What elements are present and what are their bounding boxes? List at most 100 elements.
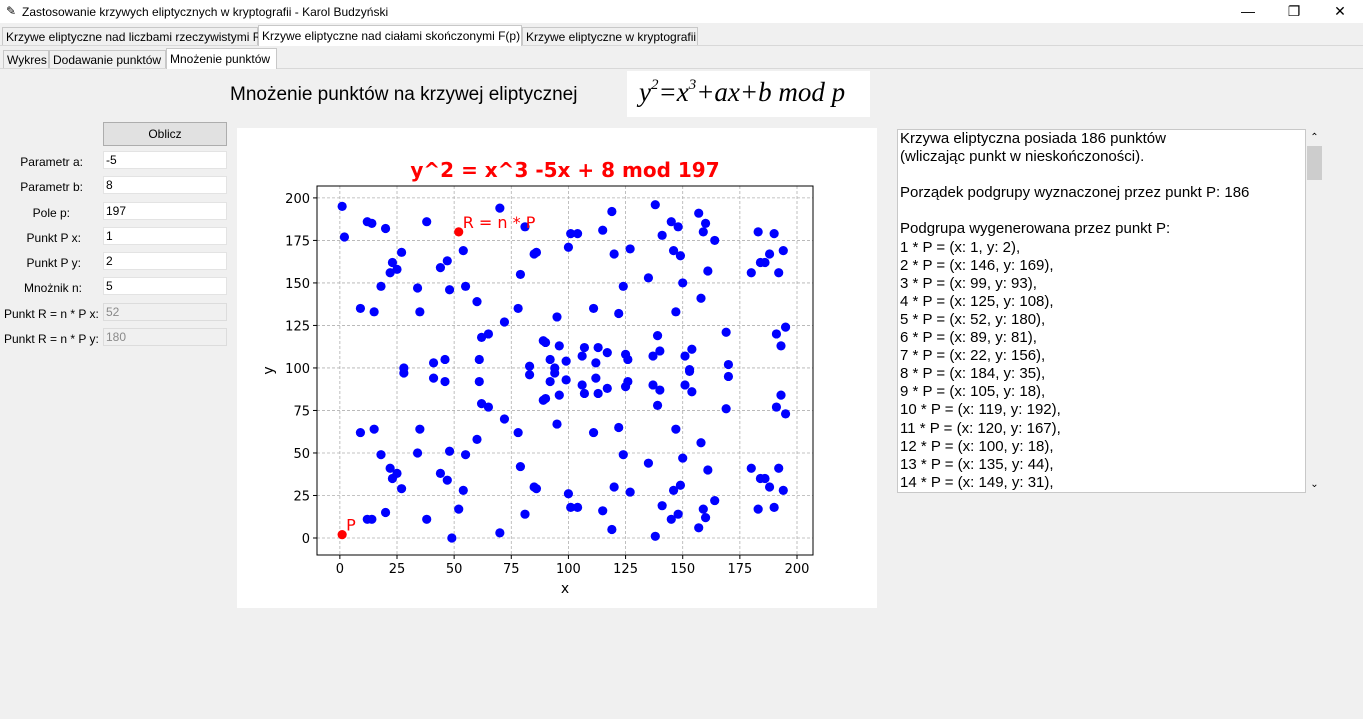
curve-point (723, 371, 734, 382)
scroll-down-icon[interactable]: ⌄ (1310, 479, 1319, 490)
x-axis-label: x (561, 581, 569, 597)
curve-point (428, 373, 439, 383)
curve-point (602, 348, 612, 358)
curve-point (776, 341, 786, 351)
highlight-point (454, 227, 464, 237)
point-p-y-input[interactable]: 2 (103, 252, 227, 270)
curve-point (444, 285, 455, 295)
highlight-label: R = n * P (463, 213, 536, 232)
curve-point (774, 268, 784, 278)
output-line: 2 * P = (x: 146, y: 169), (900, 256, 1054, 274)
curve-point (554, 341, 564, 351)
curve-point (771, 329, 782, 339)
x-tick-label: 125 (613, 562, 638, 577)
curve-point (591, 373, 601, 383)
curve-point (694, 208, 704, 218)
curve-point (684, 365, 695, 375)
curve-point (447, 533, 457, 543)
curve-point (678, 278, 688, 288)
curve-point (355, 427, 366, 438)
curve-point (648, 351, 658, 361)
curve-point (678, 453, 688, 463)
curve-point (687, 387, 697, 397)
curve-point (673, 509, 683, 519)
curve-point (668, 485, 679, 495)
subtab-point-multiplication[interactable]: Mnożenie punktów (166, 48, 277, 69)
curve-point (696, 293, 706, 303)
scroll-thumb[interactable] (1307, 146, 1322, 180)
curve-point (760, 257, 770, 268)
curve-point (524, 370, 535, 380)
x-tick-label: 100 (556, 562, 581, 577)
param-a-input[interactable]: -5 (103, 151, 227, 169)
curve-point (435, 468, 446, 478)
output-line (898, 166, 1305, 184)
curve-point (458, 246, 468, 256)
point-p-x-input[interactable]: 1 (103, 227, 227, 245)
curve-point (563, 242, 574, 252)
curve-point (774, 463, 784, 473)
curve-point (566, 502, 576, 512)
tab-cryptography[interactable]: Krzywe eliptyczne w kryptografii (522, 27, 698, 45)
multiplier-n-input[interactable]: 5 (103, 277, 227, 295)
maximize-button[interactable]: ❐ (1287, 3, 1301, 19)
output-scrollbar[interactable]: ⌃ ⌄ (1306, 129, 1323, 493)
x-tick-label: 75 (503, 562, 520, 577)
curve-point (778, 485, 788, 495)
curve-point (614, 422, 624, 433)
curve-point (710, 495, 720, 506)
curve-point (440, 354, 450, 365)
tab-real-numbers[interactable]: Krzywe eliptyczne nad liczbami rzeczywis… (2, 27, 261, 45)
page-heading: Mnożenie punktów na krzywej eliptycznej (230, 84, 578, 105)
minimize-button[interactable]: — (1241, 3, 1255, 19)
curve-point (607, 206, 617, 217)
subtab-point-addition[interactable]: Dodawanie punktów (49, 50, 166, 68)
curve-point (652, 331, 663, 341)
curve-point (540, 393, 551, 404)
subtab-chart[interactable]: Wykres (3, 50, 49, 68)
close-button[interactable]: ✕ (1334, 3, 1346, 19)
curve-point (387, 257, 398, 268)
subtab-divider (0, 68, 1363, 69)
param-b-input[interactable]: 8 (103, 176, 227, 194)
curve-formula: y2=x3+ax+b mod p (627, 71, 870, 117)
curve-point (602, 383, 612, 393)
curve-point (369, 424, 379, 434)
highlight-label: P (346, 516, 356, 535)
curve-point (671, 424, 681, 434)
sub-tab-bar: Wykres Dodawanie punktów Mnożenie punktó… (0, 48, 1363, 70)
curve-point (369, 307, 379, 317)
output-line: Porządek podgrupy wyznaczonej przez punk… (900, 184, 1250, 202)
plot-frame (316, 185, 814, 556)
curve-point (442, 475, 452, 485)
curve-point (680, 380, 690, 390)
curve-point (554, 390, 564, 400)
curve-point (513, 303, 523, 314)
output-line: Podgrupa wygenerowana przez punkt P: (900, 220, 1171, 238)
curve-point (442, 256, 452, 266)
result-y-field: 180 (103, 328, 227, 346)
y-tick-label: 100 (285, 362, 310, 377)
field-p-input[interactable]: 197 (103, 202, 227, 220)
curve-point (415, 424, 425, 434)
curve-point (572, 229, 583, 239)
curve-point (598, 506, 608, 516)
output-line: 1 * P = (x: 1, y: 2), (900, 238, 1021, 256)
curve-point (561, 375, 571, 385)
curve-point (723, 359, 734, 370)
x-tick-label: 175 (727, 562, 752, 577)
curve-point (579, 388, 590, 399)
curve-point (339, 232, 350, 242)
curve-point (552, 312, 562, 322)
curve-point (650, 531, 660, 541)
tab-finite-fields[interactable]: Krzywe eliptyczne nad ciałami skończonym… (258, 25, 522, 46)
curve-point (392, 264, 402, 274)
result-y-label: Punkt R = n * P y: (4, 332, 99, 346)
curve-point (460, 450, 471, 460)
curve-point (764, 482, 775, 492)
scroll-up-icon[interactable]: ⌃ (1310, 132, 1319, 143)
curve-point (531, 484, 542, 494)
output-textbox[interactable]: Krzywa eliptyczna posiada 186 punktów (wl… (897, 129, 1306, 493)
curve-point (700, 512, 711, 523)
compute-button[interactable]: Oblicz (103, 122, 227, 146)
